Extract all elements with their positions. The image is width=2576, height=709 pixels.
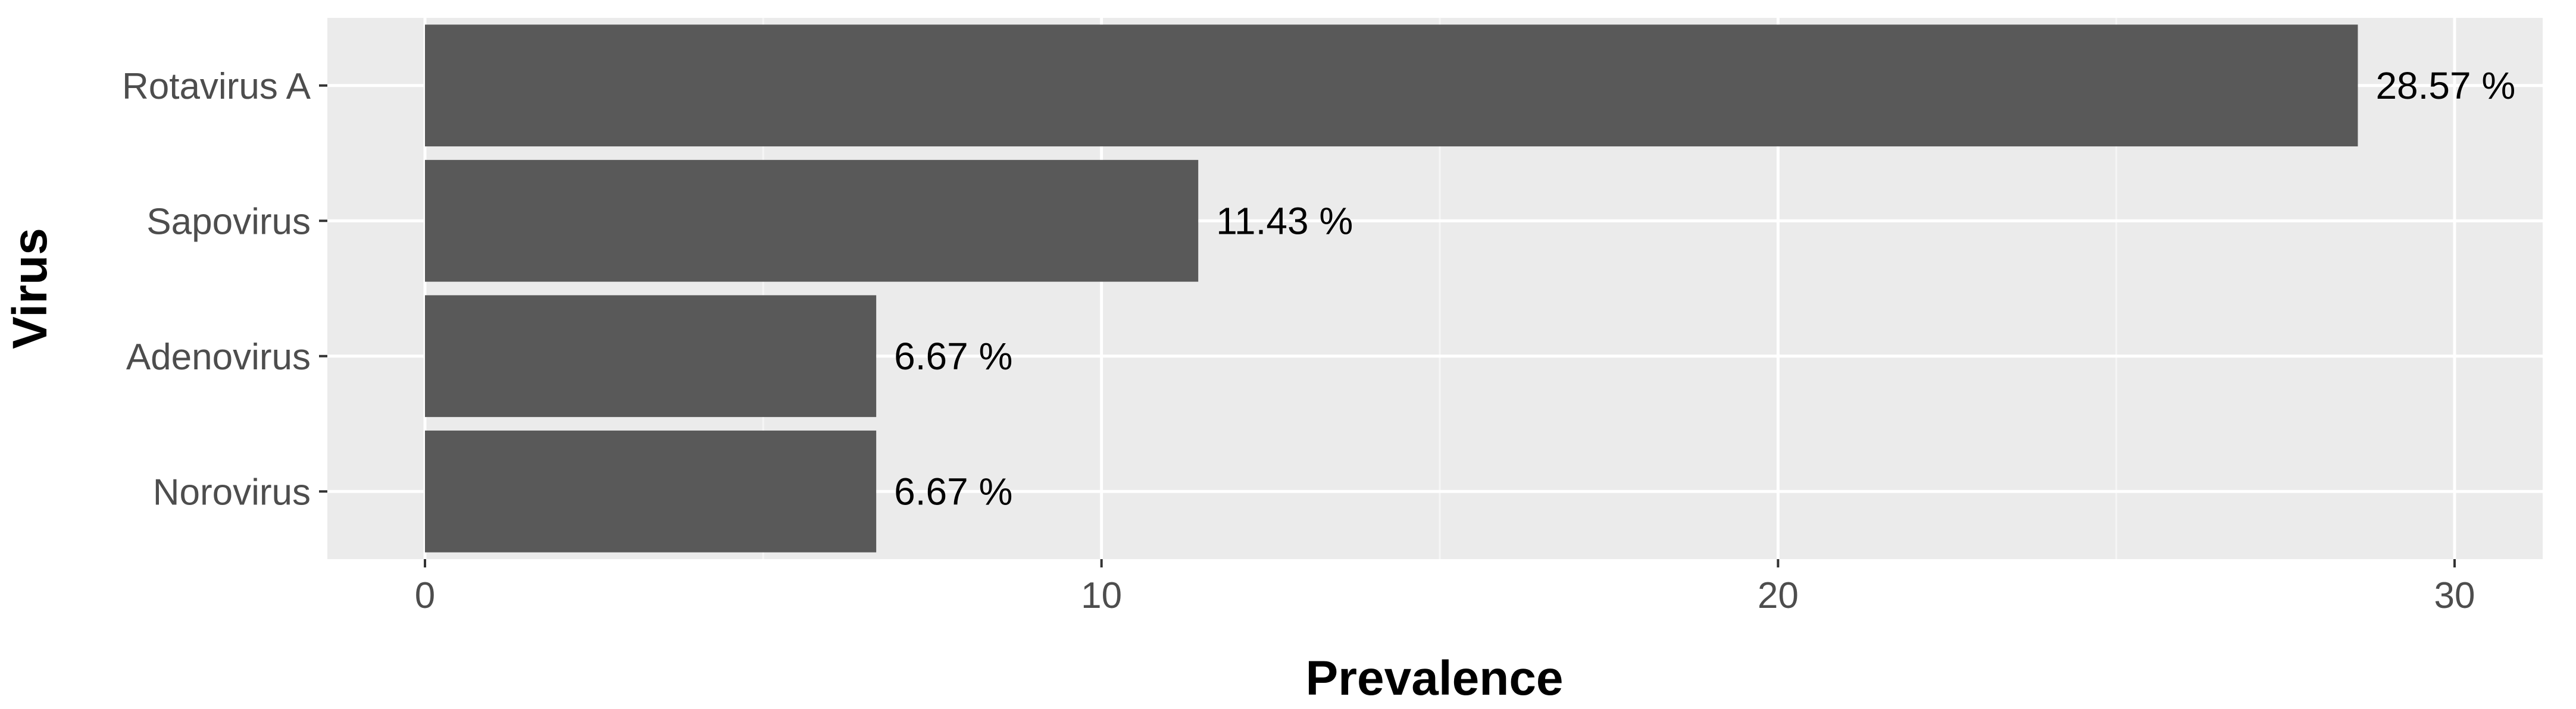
x-tick-label: 0: [415, 575, 435, 616]
data-label: 11.43 %: [1216, 199, 1353, 242]
y-axis-title: Virus: [3, 228, 57, 349]
y-tick-label: Norovirus: [153, 472, 311, 513]
bars: [425, 24, 2358, 553]
x-axis-ticks: 0 10 20 30: [415, 559, 2475, 616]
bar: [425, 24, 2358, 147]
x-tick-label: 30: [2434, 575, 2475, 616]
y-axis-ticks: Rotavirus A Sapovirus Adenovirus Norovirus: [122, 66, 327, 513]
y-tick-label: Adenovirus: [126, 337, 311, 378]
data-label: 6.67 %: [894, 470, 1012, 513]
bar: [425, 159, 1199, 282]
bar: [425, 430, 877, 553]
data-label: 28.57 %: [2375, 64, 2515, 107]
x-tick-label: 10: [1081, 575, 1122, 616]
y-tick-label: Sapovirus: [146, 201, 311, 242]
y-tick-label: Rotavirus A: [122, 66, 311, 107]
data-label: 6.67 %: [894, 335, 1012, 378]
x-axis-title: Prevalence: [1305, 651, 1563, 705]
bar: [425, 295, 877, 418]
x-tick-label: 20: [1758, 575, 1799, 616]
data-labels: 28.57 % 11.43 % 6.67 % 6.67 %: [894, 64, 2515, 513]
